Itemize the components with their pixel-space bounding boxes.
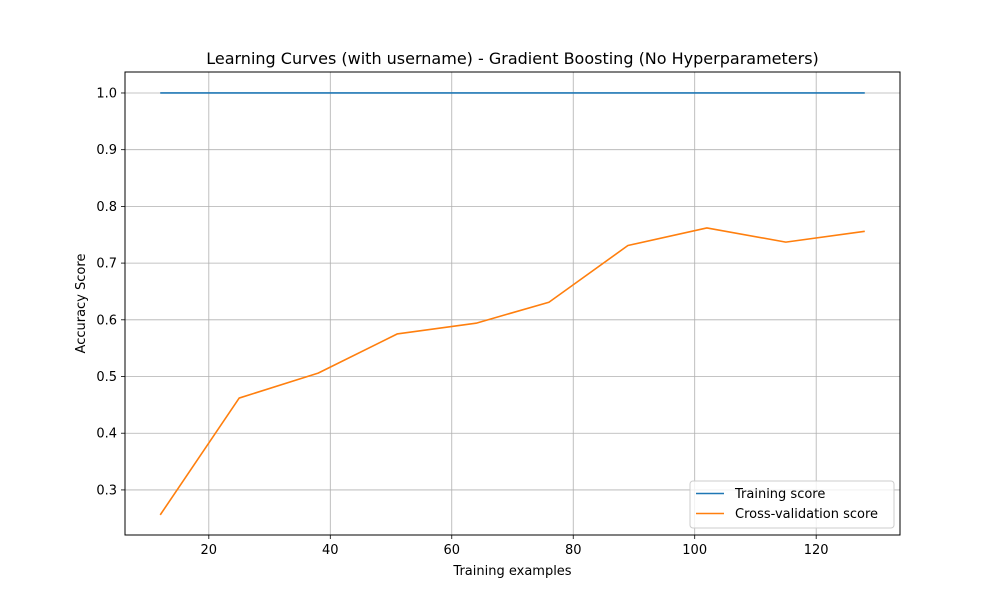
legend-box <box>689 480 895 529</box>
y-tick-label: 0.6 <box>96 313 117 328</box>
y-tick-label: 0.8 <box>96 200 117 215</box>
y-tick-label: 1.0 <box>96 86 117 101</box>
cross-validation-score-line <box>159 227 865 516</box>
y-tick-label: 0.7 <box>96 257 117 272</box>
x-tick-label: 80 <box>565 543 582 558</box>
series-layer <box>159 92 865 516</box>
x-tick-label: 20 <box>201 543 218 558</box>
y-tick-label: 0.4 <box>96 427 117 442</box>
x-tick-label: 100 <box>682 543 707 558</box>
y-axis-label: Accuracy Score <box>74 254 89 354</box>
x-tick-label: 120 <box>804 543 829 558</box>
x-tick-label: 60 <box>443 543 460 558</box>
tick-layer: 20 40 60 80 100 120 0.3 0.4 0.5 0.6 0.7 0.8 0.9 1.0 <box>96 86 828 558</box>
x-tick-label: 40 <box>322 543 339 558</box>
chart-title: Learning Curves (with username) - Gradie… <box>206 49 819 68</box>
legend: Training score Cross-validation score <box>689 480 895 529</box>
legend-label-training: Training score <box>734 487 825 502</box>
plot-frame <box>124 71 901 536</box>
x-axis-label: Training examples <box>452 564 571 579</box>
y-tick-label: 0.5 <box>96 370 117 385</box>
legend-label-cross-validation: Cross-validation score <box>735 507 878 522</box>
y-tick-label: 0.9 <box>96 143 117 158</box>
y-tick-label: 0.3 <box>96 483 117 498</box>
